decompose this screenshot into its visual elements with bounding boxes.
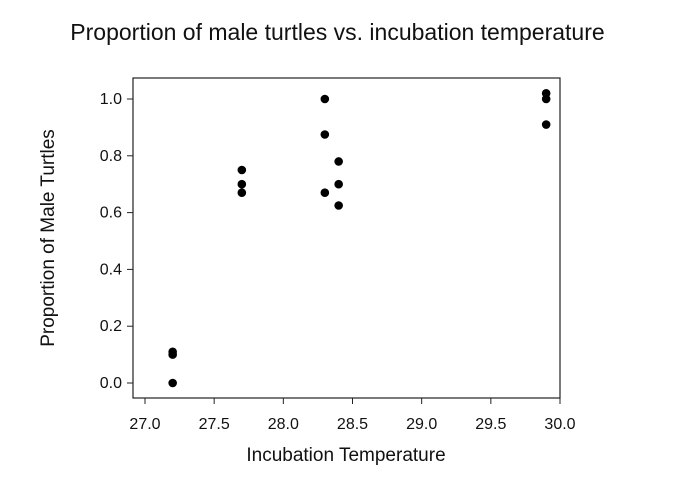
x-axis-tick-label: 28.5 — [337, 416, 368, 433]
scatter-point — [168, 347, 177, 357]
x-axis-tick-label: 29.5 — [475, 416, 506, 433]
plot-frame — [132, 77, 561, 399]
scatter-point — [237, 179, 247, 189]
y-axis-label: Proportion of Male Turtles — [38, 129, 59, 347]
scatter-point — [320, 188, 330, 198]
x-axis-tick-label: 29.0 — [406, 416, 437, 433]
y-axis-tick-label: 0.0 — [100, 375, 122, 392]
y-axis-ticks: 0.0 0.2 0.4 0.6 0.8 1.0 — [100, 91, 133, 392]
x-axis-tick-label: 30.0 — [544, 416, 575, 433]
x-axis-ticks: 27.0 27.5 28.0 28.5 29.0 29.5 30.0 — [129, 398, 576, 433]
y-axis-tick-label: 0.6 — [100, 205, 122, 222]
scatter-point — [334, 179, 343, 189]
scatter-point — [237, 188, 247, 198]
chart-title: Proportion of male turtles vs. incubatio… — [70, 19, 605, 45]
x-axis-label: Incubation Temperature — [246, 445, 445, 466]
scatter-point — [320, 130, 330, 139]
y-axis-tick-label: 1.0 — [100, 91, 122, 108]
x-axis-tick-label: 28.0 — [268, 416, 299, 433]
scatter-point — [541, 120, 551, 129]
data-points-layer — [168, 89, 551, 388]
scatter-point — [320, 94, 330, 104]
y-axis-tick-label: 0.2 — [100, 318, 122, 335]
x-axis-tick-label: 27.0 — [129, 416, 160, 433]
scatter-point — [334, 201, 343, 210]
scatter-point — [541, 89, 551, 98]
y-axis-tick-label: 0.8 — [100, 148, 122, 165]
scatter-point — [334, 157, 343, 166]
x-axis-tick-label: 27.5 — [199, 416, 230, 433]
scatter-point — [237, 165, 247, 175]
scatter-point — [168, 378, 177, 388]
y-axis-tick-label: 0.4 — [100, 261, 122, 278]
